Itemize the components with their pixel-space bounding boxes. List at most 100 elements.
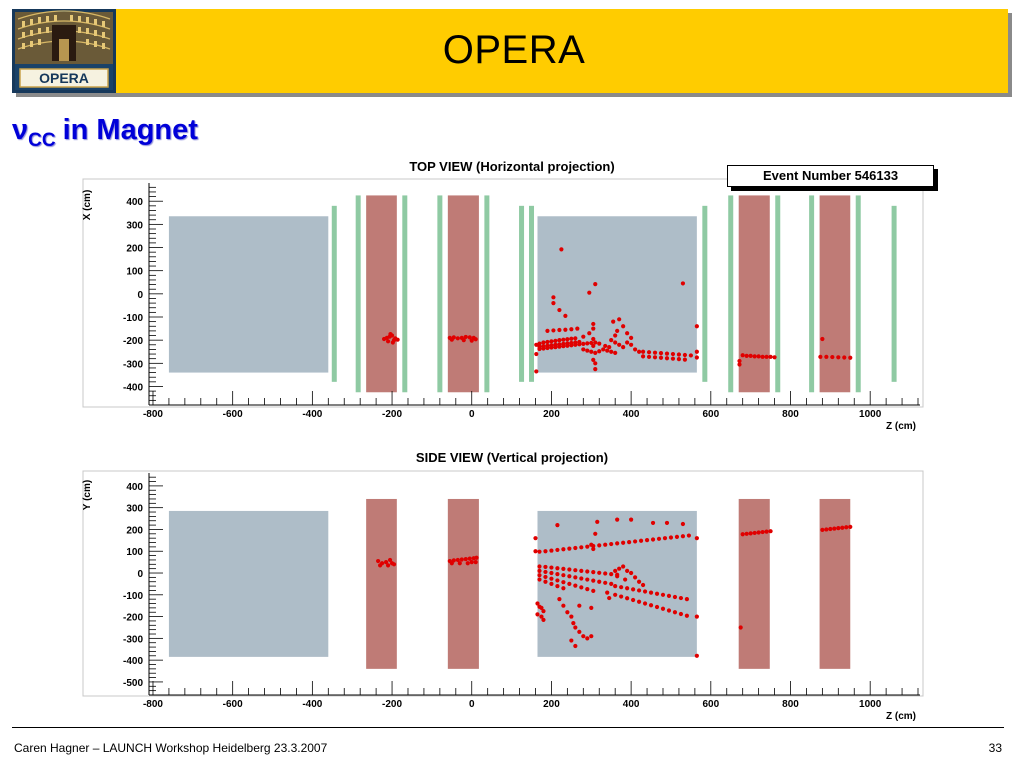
side-hit-104 xyxy=(613,592,618,597)
side-hit-47 xyxy=(680,534,686,539)
side-hit-56 xyxy=(579,568,584,573)
side-hit-68 xyxy=(567,574,572,579)
top-tracker-plane-11 xyxy=(855,195,861,393)
top-hit-53 xyxy=(569,343,574,348)
top-hit-138 xyxy=(764,354,769,359)
top-hit-144 xyxy=(830,354,835,360)
top-y-tick-label: 200 xyxy=(126,244,143,255)
side-hit-100 xyxy=(666,593,672,598)
top-hit-131 xyxy=(737,362,742,367)
side-x-axis-label: Z (cm) xyxy=(886,711,916,722)
top-hit-80 xyxy=(591,343,596,349)
side-hit-141 xyxy=(581,634,586,639)
side-hit-66 xyxy=(555,572,560,577)
side-hit-83 xyxy=(579,585,584,590)
side-hit-142 xyxy=(585,636,590,641)
side-hit-168 xyxy=(756,530,761,535)
side-hit-101 xyxy=(672,594,678,600)
event-number-box: Event Number 546133 xyxy=(727,165,934,187)
top-hit-96 xyxy=(621,324,626,329)
side-hit-154 xyxy=(615,517,620,522)
top-hit-55 xyxy=(577,342,582,347)
top-hit-26 xyxy=(545,339,550,345)
top-hit-136 xyxy=(756,354,761,359)
top-hit-67 xyxy=(597,349,602,354)
side-hit-24 xyxy=(543,549,548,554)
top-hit-17 xyxy=(473,337,478,342)
top-hit-84 xyxy=(609,338,614,343)
top-hit-77 xyxy=(591,326,596,331)
top-tracker-plane-12 xyxy=(891,205,897,382)
top-hit-108 xyxy=(640,354,646,359)
side-hit-13 xyxy=(467,556,472,561)
top-hit-51 xyxy=(561,344,566,349)
side-y-tick-label: 200 xyxy=(126,525,143,536)
top-hit-12 xyxy=(455,336,460,341)
side-hit-11 xyxy=(459,557,464,562)
side-hit-81 xyxy=(567,581,572,587)
side-hit-176 xyxy=(836,526,841,531)
side-hit-31 xyxy=(585,544,590,549)
top-hit-147 xyxy=(848,355,853,360)
side-hit-152 xyxy=(607,595,612,601)
side-hit-143 xyxy=(589,634,594,639)
side-hit-26 xyxy=(555,547,560,553)
top-hit-117 xyxy=(609,349,614,354)
top-hit-115 xyxy=(682,357,688,362)
top-hit-120 xyxy=(694,349,699,354)
top-magnet-region-5 xyxy=(819,195,851,393)
top-x-axis-label: Z (cm) xyxy=(886,421,916,432)
side-hit-22 xyxy=(533,549,538,554)
top-x-tick-label: 400 xyxy=(623,409,640,420)
side-hit-99 xyxy=(660,592,666,597)
top-hit-90 xyxy=(633,347,638,352)
top-magnet-region-3 xyxy=(447,195,479,393)
top-hit-121 xyxy=(694,355,699,360)
side-hit-41 xyxy=(644,538,650,543)
side-hit-171 xyxy=(768,529,773,534)
side-hit-105 xyxy=(619,594,624,599)
top-hit-107 xyxy=(688,353,693,358)
side-hit-133 xyxy=(541,617,546,622)
top-hit-33 xyxy=(573,336,578,341)
side-x-tick-label: 600 xyxy=(702,699,719,710)
side-hit-35 xyxy=(609,541,614,547)
top-target-region-0 xyxy=(168,216,329,373)
side-hit-91 xyxy=(613,583,618,589)
side-hit-59 xyxy=(597,570,602,575)
side-hit-42 xyxy=(650,537,656,542)
top-hit-94 xyxy=(611,319,616,324)
top-hit-99 xyxy=(640,349,646,354)
top-tracker-plane-0 xyxy=(331,205,337,382)
side-hit-38 xyxy=(627,539,632,545)
side-hit-130 xyxy=(541,609,546,614)
side-hit-52 xyxy=(555,566,560,571)
side-hit-29 xyxy=(573,545,578,551)
side-hit-53 xyxy=(561,566,566,571)
top-hit-9 xyxy=(388,332,393,337)
header-bar xyxy=(12,9,1008,93)
slide-title: OPERA xyxy=(442,28,586,72)
top-hit-106 xyxy=(682,352,688,358)
side-x-tick-label: 1000 xyxy=(859,699,882,710)
side-hit-107 xyxy=(631,597,636,603)
slide-subtitle: νCC in Magnet xyxy=(12,114,198,152)
top-hit-88 xyxy=(625,340,630,345)
top-hit-142 xyxy=(818,354,823,359)
cc-subscript: CC xyxy=(28,130,56,151)
side-hit-5 xyxy=(391,562,397,567)
side-y-tick-label: -100 xyxy=(123,591,143,602)
side-hit-37 xyxy=(621,540,626,545)
side-hit-164 xyxy=(740,532,745,537)
side-hit-108 xyxy=(636,599,642,604)
side-hit-44 xyxy=(662,536,668,541)
side-x-tick-label: 800 xyxy=(782,699,799,710)
side-hit-60 xyxy=(603,571,608,576)
side-hit-170 xyxy=(764,529,769,534)
side-hit-39 xyxy=(633,539,638,544)
side-hit-120 xyxy=(625,568,630,573)
top-hit-139 xyxy=(768,354,773,359)
top-hit-62 xyxy=(607,345,612,350)
top-view-title: TOP VIEW (Horizontal projection) xyxy=(409,159,614,174)
top-hit-64 xyxy=(585,348,590,353)
